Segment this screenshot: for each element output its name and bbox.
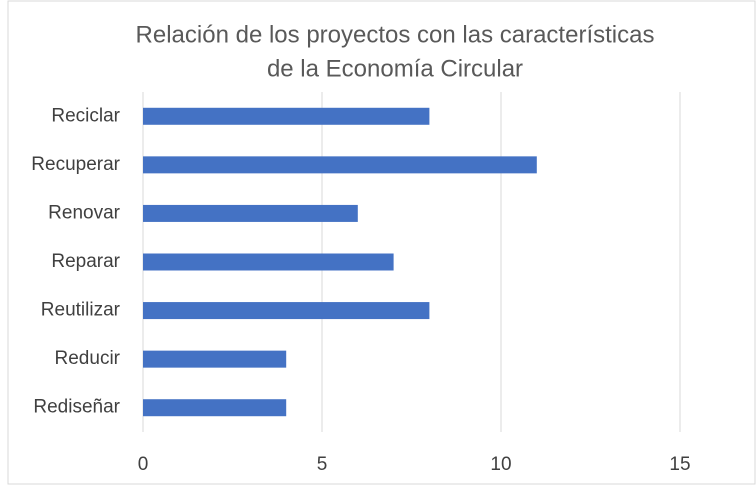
- bar: [143, 204, 358, 222]
- x-tick-label: 0: [138, 454, 149, 475]
- y-tick-label: Renovar: [48, 202, 120, 223]
- x-tick-label: 10: [490, 454, 511, 475]
- chart-frame: [7, 0, 756, 485]
- chart-title: de la Economía Circular: [267, 55, 523, 82]
- y-tick-label: Reciclar: [51, 105, 120, 126]
- y-tick-label: Rediseñar: [33, 397, 120, 418]
- y-tick-label: Recuperar: [31, 154, 120, 175]
- bar: [143, 107, 430, 125]
- x-tick-label: 5: [317, 454, 328, 475]
- bar: [143, 253, 394, 271]
- y-tick-label: Reducir: [55, 348, 121, 369]
- y-tick-label: Reutilizar: [41, 300, 121, 321]
- x-tick-label: 15: [669, 454, 690, 475]
- bar: [143, 350, 287, 368]
- bar: [143, 399, 287, 417]
- chart-title: Relación de los proyectos con las caract…: [136, 21, 655, 48]
- y-tick-label: Reparar: [51, 251, 120, 272]
- bar: [143, 302, 430, 320]
- bar: [143, 156, 537, 174]
